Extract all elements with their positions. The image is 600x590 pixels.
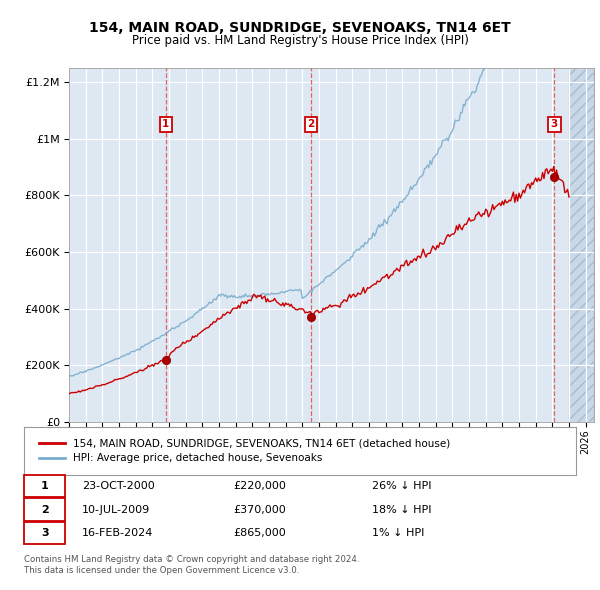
Text: 10-JUL-2009: 10-JUL-2009: [82, 504, 150, 514]
Text: 1: 1: [41, 481, 49, 491]
Text: 2: 2: [41, 504, 49, 514]
Text: 154, MAIN ROAD, SUNDRIDGE, SEVENOAKS, TN14 6ET: 154, MAIN ROAD, SUNDRIDGE, SEVENOAKS, TN…: [89, 21, 511, 35]
FancyBboxPatch shape: [24, 475, 65, 497]
FancyBboxPatch shape: [24, 499, 65, 520]
Text: Price paid vs. HM Land Registry's House Price Index (HPI): Price paid vs. HM Land Registry's House …: [131, 34, 469, 47]
Text: £370,000: £370,000: [234, 504, 287, 514]
Text: 1% ↓ HPI: 1% ↓ HPI: [372, 528, 424, 538]
Text: 2: 2: [307, 120, 314, 129]
Text: 16-FEB-2024: 16-FEB-2024: [82, 528, 154, 538]
Text: £220,000: £220,000: [234, 481, 287, 491]
Text: 18% ↓ HPI: 18% ↓ HPI: [372, 504, 431, 514]
Text: 1: 1: [162, 120, 169, 129]
Text: This data is licensed under the Open Government Licence v3.0.: This data is licensed under the Open Gov…: [24, 566, 299, 575]
Text: £865,000: £865,000: [234, 528, 287, 538]
Bar: [569, 68, 594, 422]
Text: 3: 3: [41, 528, 49, 538]
Legend: 154, MAIN ROAD, SUNDRIDGE, SEVENOAKS, TN14 6ET (detached house), HPI: Average pr: 154, MAIN ROAD, SUNDRIDGE, SEVENOAKS, TN…: [35, 434, 455, 467]
Text: 26% ↓ HPI: 26% ↓ HPI: [372, 481, 431, 491]
Text: 3: 3: [551, 120, 558, 129]
Text: 23-OCT-2000: 23-OCT-2000: [82, 481, 155, 491]
Text: Contains HM Land Registry data © Crown copyright and database right 2024.: Contains HM Land Registry data © Crown c…: [24, 555, 359, 563]
FancyBboxPatch shape: [24, 522, 65, 545]
